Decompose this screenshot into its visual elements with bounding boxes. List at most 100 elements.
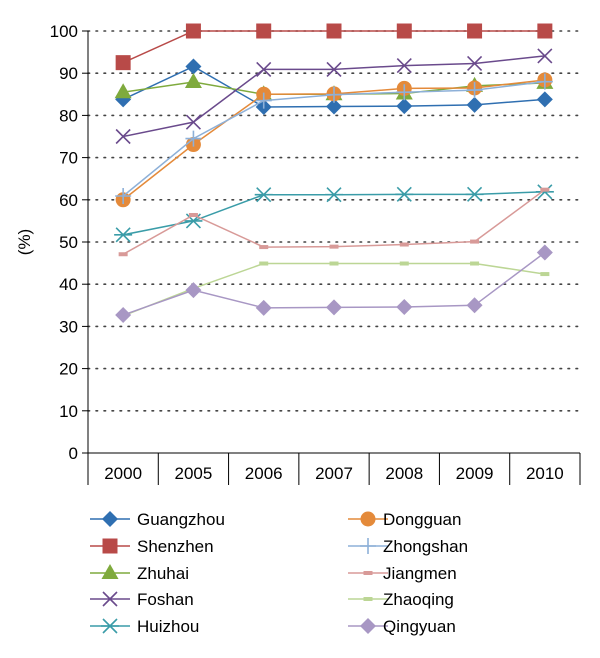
y-tick-label: 100 bbox=[50, 22, 78, 41]
legend-item: Zhuhai bbox=[90, 564, 189, 583]
legend-label: Zhuhai bbox=[137, 564, 189, 583]
data-point bbox=[118, 252, 128, 257]
data-point bbox=[185, 114, 201, 130]
legend: Guangzhou Shenzhen Zhuhai Foshan Huizhou Dong… bbox=[90, 510, 468, 636]
data-point bbox=[185, 58, 202, 75]
series-qingyuan bbox=[115, 244, 553, 324]
legend-marker bbox=[102, 591, 118, 607]
data-point bbox=[255, 92, 272, 109]
legend-label: Foshan bbox=[137, 590, 194, 609]
x-tick-label: 2000 bbox=[104, 464, 142, 483]
y-tick-label: 30 bbox=[59, 317, 78, 336]
data-point bbox=[326, 98, 342, 115]
data-point bbox=[470, 261, 480, 266]
data-point bbox=[184, 73, 202, 89]
legend-label: Zhaoqing bbox=[383, 590, 454, 609]
data-point bbox=[326, 86, 342, 103]
legend-item: Jiangmen bbox=[348, 564, 457, 583]
legend-item: Dongguan bbox=[348, 510, 461, 529]
legend-item: Shenzhen bbox=[90, 537, 214, 556]
data-point bbox=[466, 82, 483, 99]
legend-marker bbox=[102, 511, 118, 527]
data-point bbox=[115, 307, 132, 324]
legend-item: Huizhou bbox=[90, 617, 199, 636]
legend-marker bbox=[101, 618, 119, 634]
data-point bbox=[114, 83, 132, 99]
legend-label: Qingyuan bbox=[383, 617, 456, 636]
y-tick-label: 70 bbox=[59, 149, 78, 168]
data-point bbox=[114, 227, 133, 243]
data-point bbox=[115, 188, 132, 205]
legend-label: Shenzhen bbox=[137, 537, 214, 556]
data-point bbox=[188, 212, 198, 217]
series-foshan bbox=[115, 48, 553, 145]
data-point bbox=[185, 130, 202, 147]
data-point bbox=[184, 213, 203, 229]
legend-label: Guangzhou bbox=[137, 510, 225, 529]
legend-label: Jiangmen bbox=[383, 564, 457, 583]
x-tick-label: 2008 bbox=[385, 464, 423, 483]
data-point bbox=[259, 245, 269, 250]
series-line bbox=[122, 191, 545, 236]
data-point bbox=[536, 73, 553, 90]
data-point bbox=[396, 98, 413, 115]
data-point bbox=[259, 261, 269, 266]
tick-labels: 0 10 20 30 40 50 60 70 80 90 100 2000 2005 2006 2007 20… bbox=[50, 22, 564, 483]
legend-item: Foshan bbox=[90, 590, 194, 609]
y-tick-label: 90 bbox=[59, 64, 78, 83]
data-point bbox=[329, 244, 339, 249]
y-tick-label: 0 bbox=[69, 444, 78, 463]
data-point bbox=[466, 297, 483, 314]
data-point bbox=[326, 299, 342, 316]
data-point bbox=[465, 186, 484, 202]
data-point bbox=[467, 23, 483, 39]
data-point bbox=[399, 242, 409, 247]
data-point bbox=[399, 261, 409, 266]
data-point bbox=[540, 187, 550, 192]
data-point bbox=[326, 61, 342, 77]
data-point bbox=[470, 239, 480, 244]
axes bbox=[82, 30, 581, 485]
legend-label: Huizhou bbox=[137, 617, 199, 636]
x-tick-label: 2009 bbox=[456, 464, 494, 483]
y-tick-label: 20 bbox=[59, 360, 78, 379]
series-jiangmen bbox=[118, 187, 550, 257]
x-tick-label: 2010 bbox=[526, 464, 564, 483]
data-point bbox=[185, 282, 202, 299]
data-point bbox=[540, 272, 550, 277]
legend-item: Zhaoqing bbox=[348, 590, 454, 609]
series-shenzhen bbox=[115, 23, 553, 71]
y-tick-label: 10 bbox=[59, 402, 78, 421]
legend-marker bbox=[360, 511, 376, 527]
legend-item: Zhongshan bbox=[348, 537, 468, 556]
data-point bbox=[536, 91, 553, 108]
legend-marker bbox=[360, 538, 376, 554]
series bbox=[114, 23, 554, 324]
legend-label: Dongguan bbox=[383, 510, 461, 529]
y-tick-label: 80 bbox=[59, 106, 78, 125]
data-point bbox=[536, 244, 553, 261]
data-point bbox=[256, 61, 272, 77]
data-point bbox=[396, 298, 413, 315]
x-tick-label: 2005 bbox=[175, 464, 213, 483]
data-point bbox=[115, 55, 131, 71]
legend-marker bbox=[363, 571, 373, 575]
legend-marker bbox=[363, 597, 373, 601]
legend-marker bbox=[101, 564, 119, 579]
x-tick-label: 2007 bbox=[315, 464, 353, 483]
data-point bbox=[325, 187, 343, 203]
data-point bbox=[326, 23, 342, 39]
data-point bbox=[395, 186, 414, 202]
data-point bbox=[396, 23, 412, 39]
data-point bbox=[537, 48, 553, 64]
legend-label: Zhongshan bbox=[383, 537, 468, 556]
data-point bbox=[396, 58, 412, 74]
series-huizhou bbox=[114, 184, 554, 243]
legend-marker bbox=[360, 618, 376, 634]
data-point bbox=[256, 23, 272, 39]
legend-item: Qingyuan bbox=[348, 617, 456, 636]
data-point bbox=[535, 184, 554, 200]
x-tick-label: 2006 bbox=[245, 464, 283, 483]
data-point bbox=[396, 84, 413, 101]
